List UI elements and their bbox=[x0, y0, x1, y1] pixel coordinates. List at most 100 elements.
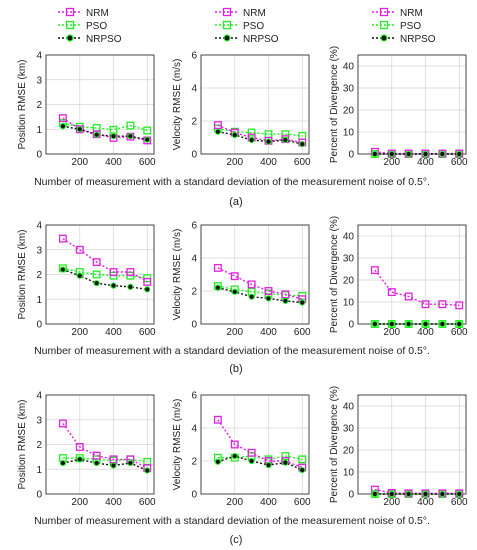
y-tick-label: 40 bbox=[343, 232, 355, 243]
data-point-nrpso bbox=[299, 466, 306, 474]
x-tick-label: 600 bbox=[294, 327, 311, 338]
data-point-nrpso bbox=[405, 150, 412, 158]
y-tick-label: 4 bbox=[36, 391, 42, 402]
y-tick-label: 30 bbox=[343, 254, 355, 265]
series-nrm bbox=[213, 263, 307, 304]
panel-label-c: (c) bbox=[230, 534, 243, 546]
x-tick-label: 200 bbox=[383, 497, 400, 508]
grid bbox=[358, 225, 466, 325]
data-point-nrpso bbox=[76, 272, 83, 279]
data-point-pso bbox=[109, 125, 118, 134]
x-tick-label: 400 bbox=[260, 327, 277, 338]
y-tick-label: 2 bbox=[36, 270, 42, 281]
series-nrm bbox=[370, 266, 464, 310]
legend-marker-nrpso bbox=[223, 34, 231, 42]
series-nrm bbox=[370, 485, 464, 498]
legend-marker-pso bbox=[222, 20, 232, 30]
data-point-nrpso bbox=[93, 459, 100, 467]
data-point-nrpso bbox=[282, 297, 289, 304]
series-pso bbox=[58, 119, 152, 135]
data-point-nrm bbox=[404, 292, 413, 301]
data-point-nrm bbox=[421, 300, 430, 309]
y-axis-label: Velocity RMSE (m/s) bbox=[172, 229, 183, 321]
x-tick-label: 600 bbox=[451, 497, 468, 508]
data-point-nrpso bbox=[265, 462, 272, 469]
x-tick-label: 200 bbox=[226, 327, 243, 338]
x-tick-label: 400 bbox=[105, 327, 122, 338]
data-point-nrpso bbox=[388, 490, 395, 498]
legend-label-pso: PSO bbox=[400, 21, 421, 32]
y-tick-label: 3 bbox=[36, 245, 42, 256]
data-point-nrpso bbox=[265, 138, 272, 145]
chart-velocity-rmse-a: 200 400 600 0 2 4 6 Velocity RMSE (m/s) bbox=[172, 51, 311, 169]
data-point-nrpso bbox=[456, 150, 463, 158]
data-point-pso bbox=[370, 320, 379, 328]
plot-area bbox=[200, 54, 310, 155]
data-point-nrpso bbox=[282, 136, 289, 144]
data-point-nrm bbox=[213, 121, 222, 130]
data-point-nrpso bbox=[282, 459, 289, 466]
chart-position-rmse-b: 200 400 600 0 1 2 3 4 Position RMSE (km) bbox=[17, 221, 156, 339]
series-line-nrpso bbox=[217, 131, 303, 145]
data-point-nrm bbox=[438, 300, 447, 309]
y-tick-label: 1 bbox=[36, 465, 42, 476]
plot-area bbox=[200, 394, 310, 495]
plot-area bbox=[200, 224, 310, 325]
data-point-nrm bbox=[264, 287, 273, 295]
y-tick-label: 2 bbox=[191, 287, 197, 298]
series-nrpso bbox=[214, 452, 306, 474]
x-tick-label: 600 bbox=[294, 497, 311, 508]
plot-area bbox=[357, 394, 467, 495]
series-line-nrpso bbox=[62, 125, 148, 141]
series-nrpso bbox=[371, 320, 463, 328]
data-point-nrm bbox=[143, 277, 152, 286]
data-point-pso bbox=[247, 128, 256, 137]
y-tick-label: 10 bbox=[343, 468, 355, 479]
series-nrpso bbox=[59, 123, 151, 143]
plot-area bbox=[45, 224, 155, 325]
series-pso bbox=[213, 124, 307, 140]
chart-position-rmse-c: 200 400 600 0 1 2 3 4 Position RMSE (km) bbox=[17, 391, 156, 509]
data-point-nrm bbox=[109, 268, 118, 276]
x-tick-label: 600 bbox=[139, 327, 156, 338]
data-point-nrm bbox=[281, 290, 290, 299]
data-point-nrpso bbox=[110, 133, 117, 140]
data-point-nrpso bbox=[59, 266, 66, 273]
series-nrm bbox=[58, 234, 152, 286]
legend-marker-nrpso bbox=[66, 34, 74, 42]
series-line-nrpso bbox=[62, 458, 148, 472]
y-tick-label: 20 bbox=[343, 446, 355, 457]
series-nrm bbox=[213, 121, 307, 147]
legend-marker-nrpso bbox=[380, 34, 388, 42]
legend-marker-pso bbox=[65, 20, 75, 30]
y-tick-label: 6 bbox=[191, 221, 197, 232]
data-point-nrpso bbox=[371, 490, 378, 498]
y-tick-label: 4 bbox=[36, 221, 42, 232]
data-point-nrm bbox=[455, 301, 464, 310]
y-tick-label: 2 bbox=[36, 440, 42, 451]
data-point-nrpso bbox=[93, 280, 100, 287]
y-tick-label: 4 bbox=[191, 254, 197, 265]
x-tick-label: 400 bbox=[417, 497, 434, 508]
legend-col-3: NRM PSO NRPSO bbox=[372, 7, 436, 45]
data-point-nrm bbox=[92, 258, 101, 267]
data-point-nrm bbox=[126, 268, 135, 276]
data-point-nrm bbox=[92, 451, 101, 460]
data-point-nrpso bbox=[127, 459, 134, 467]
y-tick-label: 6 bbox=[191, 51, 197, 62]
y-tick-label: 0 bbox=[191, 490, 197, 501]
data-point-nrpso bbox=[231, 288, 238, 295]
legend-label-nrpso: NRPSO bbox=[400, 34, 436, 45]
series-pso bbox=[58, 454, 152, 466]
data-point-nrpso bbox=[439, 320, 446, 328]
y-tick-label: 0 bbox=[348, 320, 354, 331]
x-tick-label: 200 bbox=[383, 157, 400, 168]
data-point-pso bbox=[126, 121, 135, 130]
data-point-nrpso bbox=[405, 490, 412, 498]
legend-marker-nrm bbox=[65, 7, 75, 17]
y-tick-label: 30 bbox=[343, 424, 355, 435]
data-point-nrm bbox=[58, 114, 67, 123]
data-point-nrpso bbox=[456, 320, 463, 328]
legend-marker-pso bbox=[379, 20, 389, 30]
